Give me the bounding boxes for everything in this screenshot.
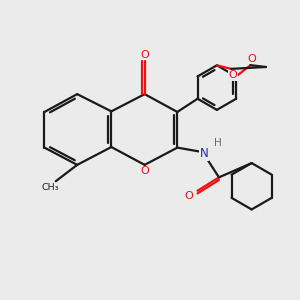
- Text: CH₃: CH₃: [42, 183, 59, 192]
- Text: O: O: [228, 70, 237, 80]
- Text: O: O: [248, 54, 256, 64]
- Text: N: N: [200, 147, 208, 160]
- Text: O: O: [140, 50, 149, 60]
- Text: O: O: [141, 167, 150, 176]
- Text: O: O: [185, 191, 194, 201]
- Text: H: H: [214, 138, 222, 148]
